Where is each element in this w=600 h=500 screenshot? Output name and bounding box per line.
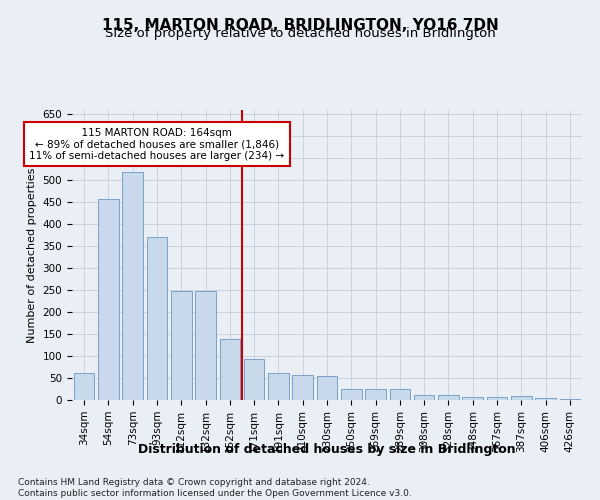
- Bar: [244, 359, 265, 400]
- Bar: [438, 395, 459, 400]
- Bar: [122, 172, 143, 400]
- Text: 115, MARTON ROAD, BRIDLINGTON, YO16 7DN: 115, MARTON ROAD, BRIDLINGTON, YO16 7DN: [101, 18, 499, 32]
- Text: Contains HM Land Registry data © Crown copyright and database right 2024.
Contai: Contains HM Land Registry data © Crown c…: [18, 478, 412, 498]
- Bar: [365, 388, 386, 400]
- Text: Size of property relative to detached houses in Bridlington: Size of property relative to detached ho…: [104, 28, 496, 40]
- Bar: [463, 398, 483, 400]
- Bar: [487, 398, 508, 400]
- Bar: [220, 340, 240, 400]
- Text: 115 MARTON ROAD: 164sqm  
← 89% of detached houses are smaller (1,846)
11% of se: 115 MARTON ROAD: 164sqm ← 89% of detache…: [29, 128, 284, 161]
- Bar: [74, 373, 94, 400]
- Bar: [292, 375, 313, 400]
- Bar: [195, 291, 216, 400]
- Bar: [511, 396, 532, 400]
- Bar: [98, 199, 119, 400]
- Bar: [317, 376, 337, 400]
- Bar: [146, 238, 167, 400]
- Bar: [414, 395, 434, 400]
- Y-axis label: Number of detached properties: Number of detached properties: [27, 168, 37, 342]
- Bar: [171, 291, 191, 400]
- Bar: [535, 398, 556, 400]
- Bar: [389, 388, 410, 400]
- Bar: [268, 373, 289, 400]
- Text: Distribution of detached houses by size in Bridlington: Distribution of detached houses by size …: [138, 442, 516, 456]
- Bar: [341, 388, 362, 400]
- Bar: [560, 398, 580, 400]
